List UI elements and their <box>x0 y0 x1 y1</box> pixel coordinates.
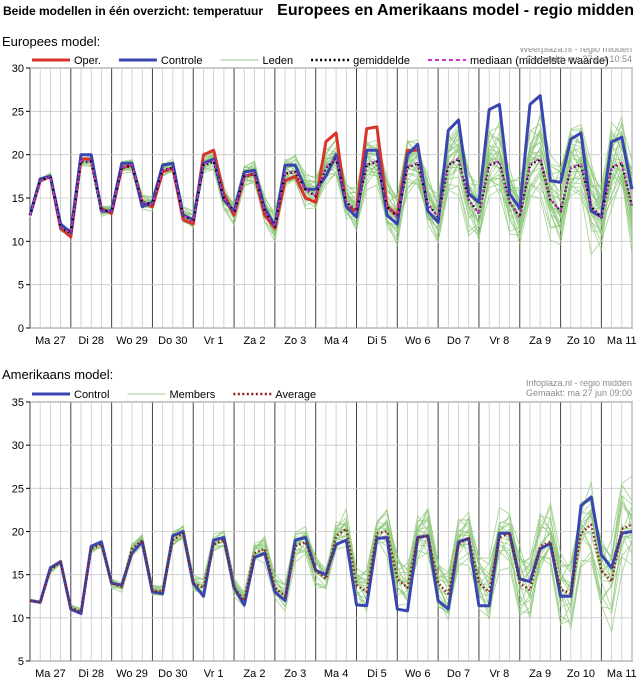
x-tick-label: Zo 3 <box>284 335 306 347</box>
x-tick-label: Zo 3 <box>284 668 306 680</box>
y-tick-label: 15 <box>12 570 24 582</box>
x-tick-label: Zo 10 <box>567 668 595 680</box>
credit-line: Weerplaza.nl - regio midden <box>520 48 632 54</box>
legend-label-controle: Controle <box>161 55 203 67</box>
series-line-mediaan-middelste-waarde <box>29 157 633 234</box>
x-tick-label: Ma 4 <box>324 335 348 347</box>
y-tick-label: 5 <box>18 280 24 292</box>
y-tick-label: 20 <box>12 150 24 162</box>
european-model-label: Europees model: <box>2 34 101 49</box>
x-tick-label: Di 28 <box>78 335 104 347</box>
x-tick-label: Do 7 <box>447 335 470 347</box>
series-line-average <box>29 523 633 614</box>
member-line <box>29 120 633 232</box>
american-model-chart: 5 10 15 20 25 30 35 Ma 27 Di 28 Wo 29 Do 30 Vr 1 Za … <box>12 380 637 680</box>
credit-line: Gemaakt: ma 27 jun 10:54 <box>526 54 632 64</box>
page-title-left: Beide modellen in één overzicht: tempera… <box>3 4 264 18</box>
x-tick-label: Do 30 <box>158 335 187 347</box>
x-tick-label: Vr 1 <box>204 335 224 347</box>
y-tick-label: 35 <box>12 397 24 409</box>
y-tick-label: 0 <box>18 323 24 335</box>
member-line <box>29 121 633 233</box>
credit-line: Infoplaza.nl - regio midden <box>526 380 632 388</box>
x-tick-label: Vr 1 <box>204 668 224 680</box>
series-line-gemiddelde <box>28 157 634 234</box>
x-tick-label: Ma 27 <box>35 668 66 680</box>
x-tick-label: Ma 27 <box>35 335 66 347</box>
x-tick-label: Za 2 <box>243 668 265 680</box>
legend-label-mediaan: mediaan (middelste waarde) <box>470 55 609 67</box>
page-title-right: Europees en Amerikaans model - regio mid… <box>277 2 634 19</box>
x-tick-label: Ma 11 <box>607 668 637 680</box>
legend-label-average: Average <box>275 389 316 401</box>
x-tick-label: Ma 11 <box>607 335 637 347</box>
x-tick-label: Do 7 <box>447 668 470 680</box>
y-tick-label: 30 <box>12 440 24 452</box>
x-tick-label: Zo 10 <box>567 335 595 347</box>
x-tick-label: Di 5 <box>367 335 387 347</box>
y-tick-label: 10 <box>12 236 24 248</box>
x-tick-label: Do 30 <box>158 668 187 680</box>
credit-line: Gemaakt: ma 27 jun 09:00 <box>526 388 632 398</box>
series-line-controle <box>28 94 634 235</box>
x-tick-label: Za 9 <box>529 668 551 680</box>
american-model-label: Amerikaans model: <box>2 367 114 382</box>
y-tick-label: 30 <box>12 63 24 75</box>
legend-label-control: Control <box>74 389 109 401</box>
x-tick-label: Wo 29 <box>116 335 148 347</box>
y-tick-label: 5 <box>18 656 24 668</box>
x-tick-label: Di 28 <box>78 668 104 680</box>
x-tick-label: Ma 4 <box>324 668 348 680</box>
x-tick-label: Za 9 <box>529 335 551 347</box>
legend-label-oper: Oper. <box>74 55 101 67</box>
legend-label-leden: Leden <box>262 55 293 67</box>
european-model-chart: 0 5 10 15 20 25 30 Ma 27 Di 28 Wo 29 Do 30 Vr 1 Za 2… <box>12 48 637 347</box>
y-tick-label: 10 <box>12 613 24 625</box>
member-line <box>29 160 633 243</box>
y-tick-label: 25 <box>12 483 24 495</box>
legend-label-gemiddelde: gemiddelde <box>353 55 410 67</box>
y-tick-label: 25 <box>12 106 24 118</box>
x-tick-label: Vr 8 <box>489 668 509 680</box>
member-line <box>29 500 633 611</box>
y-tick-label: 15 <box>12 193 24 205</box>
x-tick-label: Wo 6 <box>405 335 430 347</box>
legend-label-members: Members <box>169 389 215 401</box>
x-tick-label: Di 5 <box>367 668 387 680</box>
x-tick-label: Wo 6 <box>405 668 430 680</box>
x-tick-label: Za 2 <box>243 335 265 347</box>
x-tick-label: Vr 8 <box>489 335 509 347</box>
x-tick-label: Wo 29 <box>116 668 148 680</box>
y-tick-label: 20 <box>12 527 24 539</box>
series-line-control <box>29 495 633 615</box>
